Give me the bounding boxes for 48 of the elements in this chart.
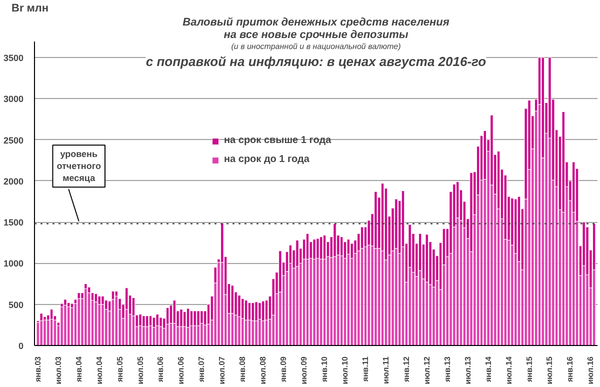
y-tick-label: 1500: [3, 218, 24, 228]
y-tick-label: 2500: [3, 135, 24, 146]
y-tick-label: 1000: [3, 258, 24, 269]
x-tick-label: янв.13: [442, 356, 452, 382]
x-tick-label: янв.08: [238, 356, 248, 382]
y-axis-title: Br млн: [12, 2, 49, 14]
x-tick-label: янв.15: [524, 356, 534, 382]
x-tick-label: июл.08: [258, 356, 268, 384]
x-tick-label: июл.16: [586, 356, 596, 384]
x-tick-label: июл.13: [463, 356, 472, 384]
y-tick-label: 500: [8, 300, 24, 310]
x-tick-label: янв.04: [74, 356, 84, 382]
y-tick-label: 0: [18, 341, 24, 351]
x-tick-label: янв.07: [197, 356, 206, 382]
legend-label: на срок до 1 года: [224, 154, 310, 165]
chart-title: Валовый приток денежных средств населения на все новые срочные депозиты: [182, 16, 450, 42]
ref-line-label: уровень отчетного месяца: [56, 149, 102, 184]
x-tick-label: июл.05: [136, 356, 145, 384]
x-tick-label: июл.12: [422, 356, 432, 384]
x-tick-label: янв.03: [33, 356, 42, 382]
x-tick-label: янв.05: [115, 356, 124, 382]
x-tick-label: июл.11: [381, 356, 390, 384]
chart-subtitle: (и в иностранной и в национальной валюте): [231, 42, 402, 51]
x-tick-label: июл.07: [218, 356, 227, 384]
x-tick-label: июл.04: [94, 356, 104, 384]
x-tick-label: июл.15: [545, 356, 554, 384]
x-tick-label: июл.14: [504, 356, 514, 384]
bar: [36, 322, 40, 346]
x-tick-label: янв.11: [360, 356, 370, 382]
x-tick-label: янв.14: [484, 356, 493, 382]
bar: [217, 262, 220, 346]
x-tick-label: янв.10: [320, 356, 330, 382]
x-tick-label: июл.09: [300, 356, 309, 384]
y-tick-label: 3500: [3, 52, 24, 63]
annotation: с поправкой на инфляцию: в ценах августа 2016-го: [146, 54, 486, 70]
y-tick-label: 3000: [3, 94, 24, 104]
x-tick-label: июл.10: [340, 356, 350, 384]
x-tick-label: июл.06: [176, 356, 186, 384]
legend-label: на срок свыше 1 года: [224, 135, 332, 146]
y-tick-label: 2000: [3, 176, 24, 186]
x-tick-label: янв.06: [156, 356, 166, 382]
bar: [67, 306, 70, 346]
bar: [60, 306, 64, 346]
x-tick-label: янв.09: [279, 356, 288, 382]
x-tick-label: янв.12: [402, 356, 411, 382]
bar: [70, 307, 74, 346]
x-tick-label: янв.16: [566, 356, 575, 382]
x-tick-label: июл.03: [54, 356, 63, 384]
